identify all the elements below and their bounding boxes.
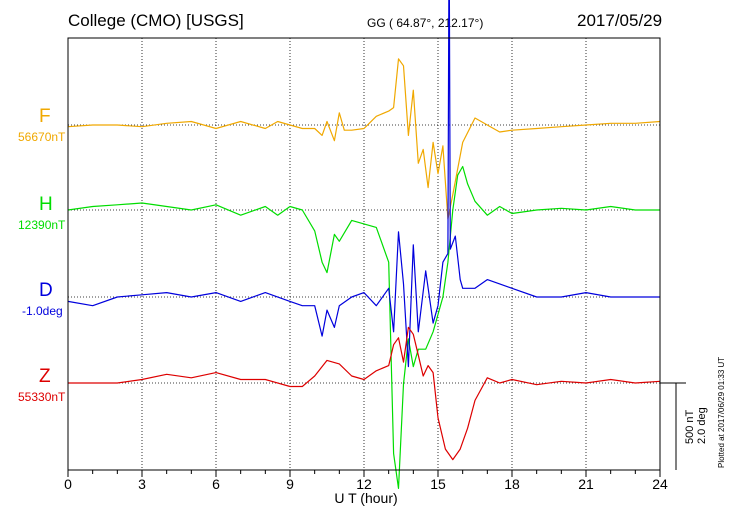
channel-label-h: H (39, 194, 53, 215)
series-line-d (67, 0, 660, 368)
series-line-h (67, 165, 660, 489)
baseline-label-z: 55330nT (18, 390, 66, 404)
baseline-label-d: -1.0deg (22, 304, 63, 318)
x-axis: 0 3 6 9 12 15 18 21 24 (64, 470, 668, 492)
x-tick-label-3: 3 (138, 476, 146, 492)
channel-label-f: F (39, 106, 51, 127)
x-tick-label-18: 18 (504, 476, 520, 492)
scale-bar: 500 nT 2.0 deg (660, 382, 708, 470)
x-tick-label-21: 21 (578, 476, 594, 492)
x-tick-label-24: 24 (652, 476, 668, 492)
baseline-label-f: 56670nT (18, 130, 66, 144)
x-tick-label-0: 0 (64, 476, 72, 492)
x-tick-label-9: 9 (286, 476, 294, 492)
channel-label-z: Z (39, 366, 51, 387)
series-line-f (67, 58, 661, 220)
channel-label-d: D (39, 280, 53, 301)
grid (141, 38, 587, 470)
series-line-z (68, 326, 661, 461)
series-lines (67, 0, 661, 489)
station-coordinates: GG ( 64.87°, 212.17°) (367, 16, 484, 30)
x-tick-label-12: 12 (356, 476, 372, 492)
station-title: College (CMO) [USGS] (68, 11, 244, 30)
scale-bar-nt-label: 500 nT (684, 409, 696, 444)
scale-bar-deg-label: 2.0 deg (696, 407, 708, 444)
x-axis-title: U T (hour) (334, 490, 397, 506)
plotted-note: Plotted at 2017/06/29 01:33 UT (717, 357, 726, 468)
x-tick-label-6: 6 (212, 476, 220, 492)
x-tick-label-15: 15 (430, 476, 446, 492)
baseline-label-h: 12390nT (18, 218, 66, 232)
chart-date: 2017/05/29 (577, 11, 663, 30)
